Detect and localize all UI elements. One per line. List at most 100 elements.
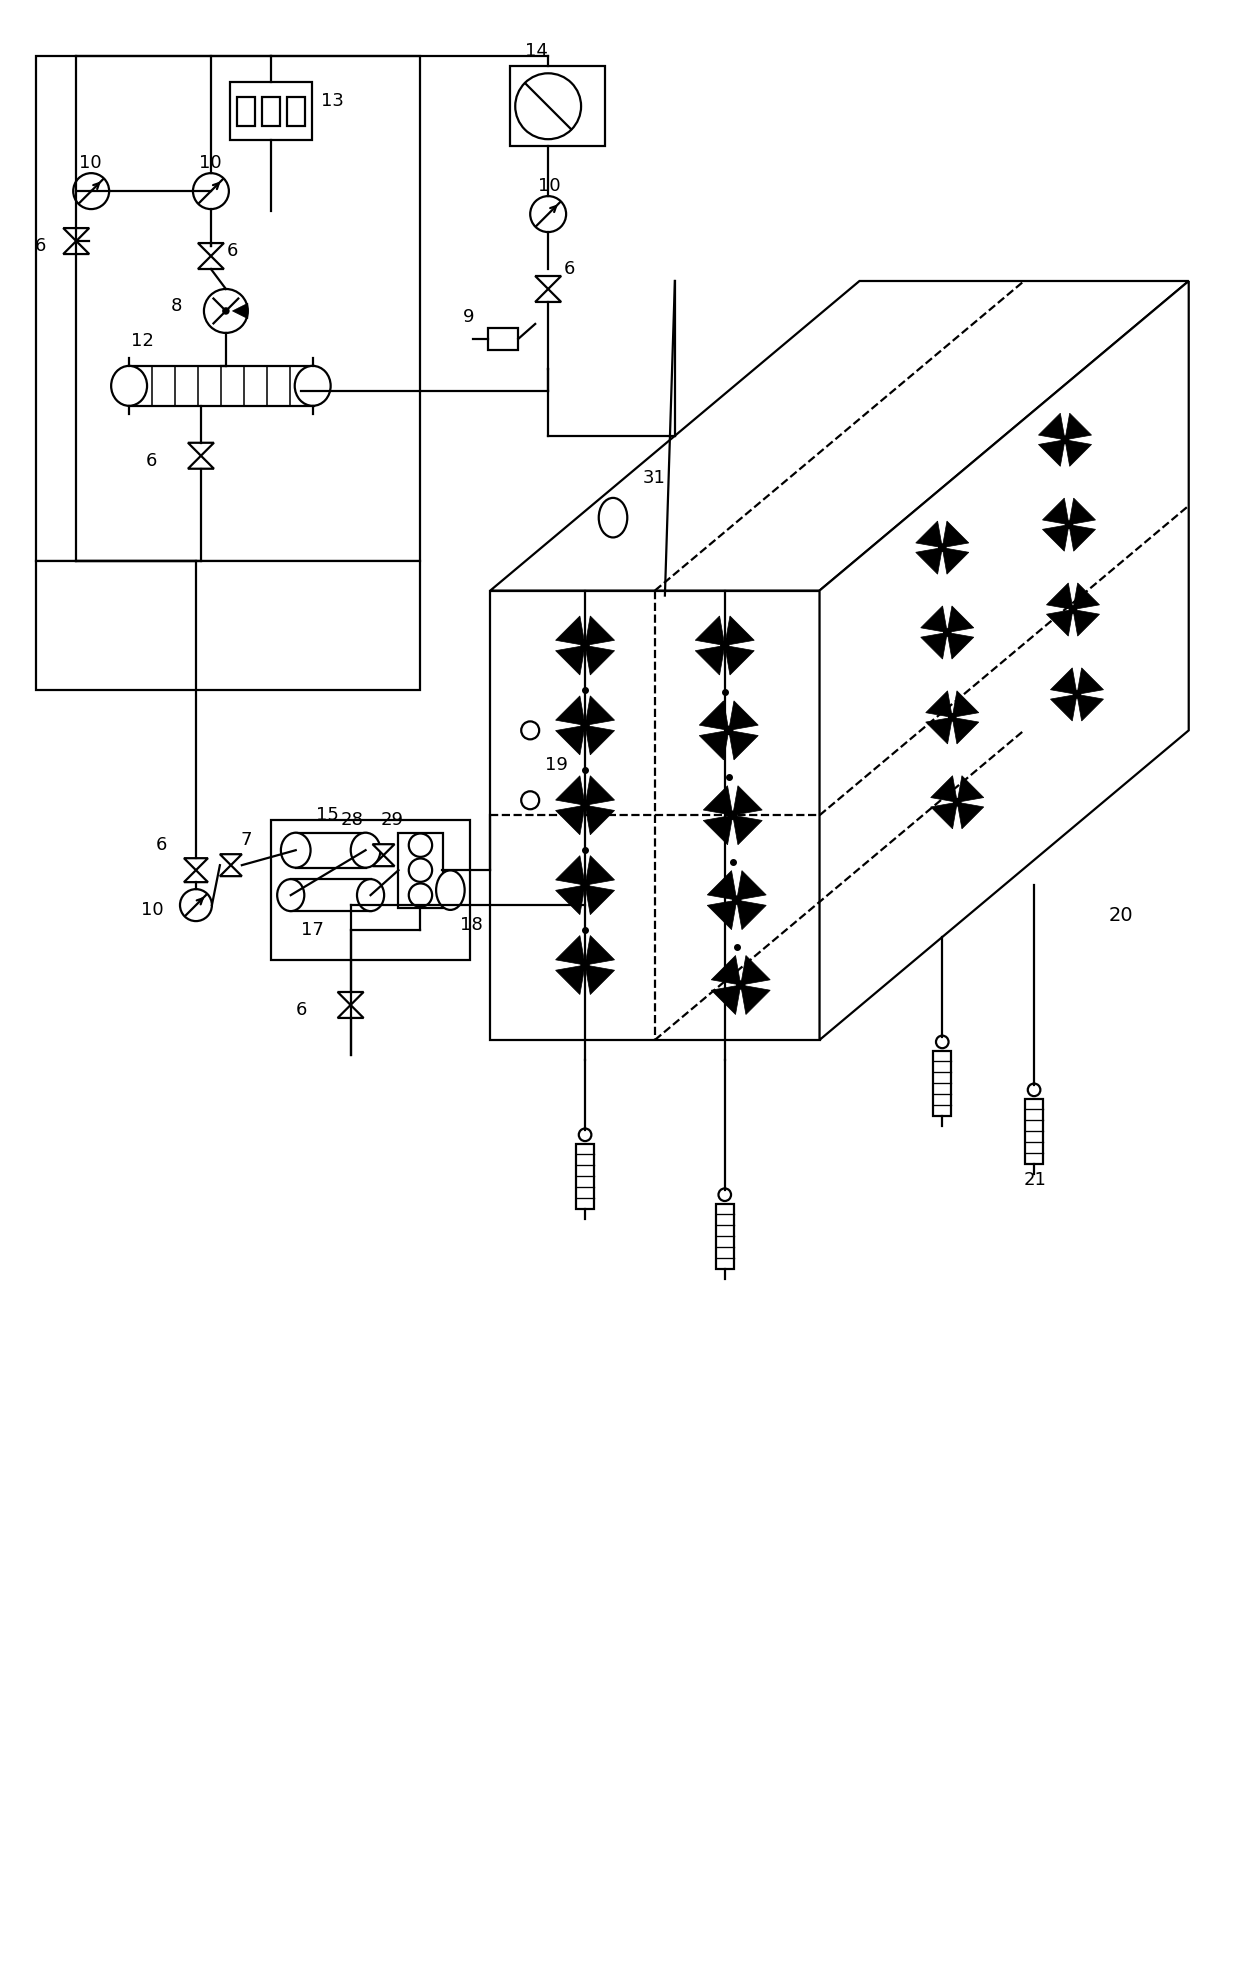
Circle shape xyxy=(521,792,539,810)
Polygon shape xyxy=(729,701,758,731)
Polygon shape xyxy=(63,241,89,255)
Polygon shape xyxy=(490,280,1189,591)
Circle shape xyxy=(223,308,228,314)
Polygon shape xyxy=(703,816,733,845)
Circle shape xyxy=(737,982,744,989)
Polygon shape xyxy=(184,871,208,883)
Bar xyxy=(490,591,820,1041)
Circle shape xyxy=(936,1035,949,1049)
Polygon shape xyxy=(931,802,957,829)
Polygon shape xyxy=(926,691,952,717)
Polygon shape xyxy=(585,776,615,806)
Bar xyxy=(36,561,420,691)
Text: 14: 14 xyxy=(526,41,548,61)
Circle shape xyxy=(722,642,728,650)
Bar xyxy=(715,1203,734,1268)
Polygon shape xyxy=(1078,668,1104,695)
Polygon shape xyxy=(219,855,242,865)
Bar xyxy=(290,879,371,910)
Polygon shape xyxy=(931,776,957,802)
Polygon shape xyxy=(188,442,215,456)
Text: 7: 7 xyxy=(241,831,253,849)
Bar xyxy=(510,67,605,146)
Polygon shape xyxy=(820,280,1189,1041)
Bar xyxy=(129,365,314,405)
Polygon shape xyxy=(707,871,737,901)
Bar xyxy=(489,328,518,350)
Bar xyxy=(229,83,311,140)
Ellipse shape xyxy=(351,833,381,867)
Polygon shape xyxy=(696,616,724,646)
Polygon shape xyxy=(947,632,973,660)
Bar xyxy=(295,833,366,869)
Bar xyxy=(398,833,444,908)
Circle shape xyxy=(1074,691,1080,697)
Polygon shape xyxy=(952,717,978,745)
Polygon shape xyxy=(219,865,242,877)
Polygon shape xyxy=(1069,498,1095,525)
Polygon shape xyxy=(536,276,562,288)
Polygon shape xyxy=(947,606,973,632)
Polygon shape xyxy=(733,786,763,816)
Polygon shape xyxy=(337,991,363,1005)
Ellipse shape xyxy=(599,498,627,537)
Ellipse shape xyxy=(112,365,148,405)
Text: 6: 6 xyxy=(564,261,575,278)
Polygon shape xyxy=(1043,498,1069,525)
Polygon shape xyxy=(556,695,585,725)
Polygon shape xyxy=(556,966,585,995)
Text: 18: 18 xyxy=(460,916,484,934)
Polygon shape xyxy=(1069,525,1095,551)
Polygon shape xyxy=(1073,610,1100,636)
Circle shape xyxy=(521,721,539,739)
Ellipse shape xyxy=(278,879,304,910)
Text: 17: 17 xyxy=(301,920,324,938)
Polygon shape xyxy=(585,966,615,995)
Text: 6: 6 xyxy=(156,835,167,855)
Text: 8: 8 xyxy=(171,296,182,314)
Polygon shape xyxy=(556,885,585,914)
Bar xyxy=(237,97,254,126)
Polygon shape xyxy=(585,806,615,835)
Text: 13: 13 xyxy=(321,93,343,111)
Circle shape xyxy=(409,883,432,907)
Polygon shape xyxy=(942,521,968,547)
Polygon shape xyxy=(740,956,770,986)
Text: 21: 21 xyxy=(1024,1171,1047,1189)
Bar xyxy=(262,97,280,126)
Text: 10: 10 xyxy=(141,901,164,918)
Polygon shape xyxy=(733,816,763,845)
Bar xyxy=(270,820,470,960)
Ellipse shape xyxy=(281,833,310,867)
Circle shape xyxy=(954,800,961,806)
Polygon shape xyxy=(921,606,947,632)
Text: 6: 6 xyxy=(227,243,238,261)
Polygon shape xyxy=(232,304,248,318)
Bar xyxy=(286,97,305,126)
Polygon shape xyxy=(1065,440,1091,466)
Text: 19: 19 xyxy=(546,756,568,774)
Polygon shape xyxy=(585,885,615,914)
Polygon shape xyxy=(585,936,615,966)
Polygon shape xyxy=(1038,440,1065,466)
Polygon shape xyxy=(1050,695,1078,721)
Polygon shape xyxy=(729,731,758,760)
Polygon shape xyxy=(585,616,615,646)
Circle shape xyxy=(73,174,109,209)
Text: 10: 10 xyxy=(79,154,102,172)
Circle shape xyxy=(1061,436,1068,442)
Circle shape xyxy=(582,881,589,889)
Text: 12: 12 xyxy=(131,332,154,350)
Polygon shape xyxy=(372,843,394,855)
Polygon shape xyxy=(556,646,585,675)
Ellipse shape xyxy=(436,871,465,910)
Polygon shape xyxy=(198,243,224,257)
Polygon shape xyxy=(198,257,224,269)
Polygon shape xyxy=(699,731,729,760)
Polygon shape xyxy=(1065,413,1091,440)
Polygon shape xyxy=(957,776,983,802)
Polygon shape xyxy=(1073,583,1100,610)
Bar xyxy=(1025,1098,1043,1163)
Circle shape xyxy=(729,812,737,820)
Circle shape xyxy=(582,802,589,810)
